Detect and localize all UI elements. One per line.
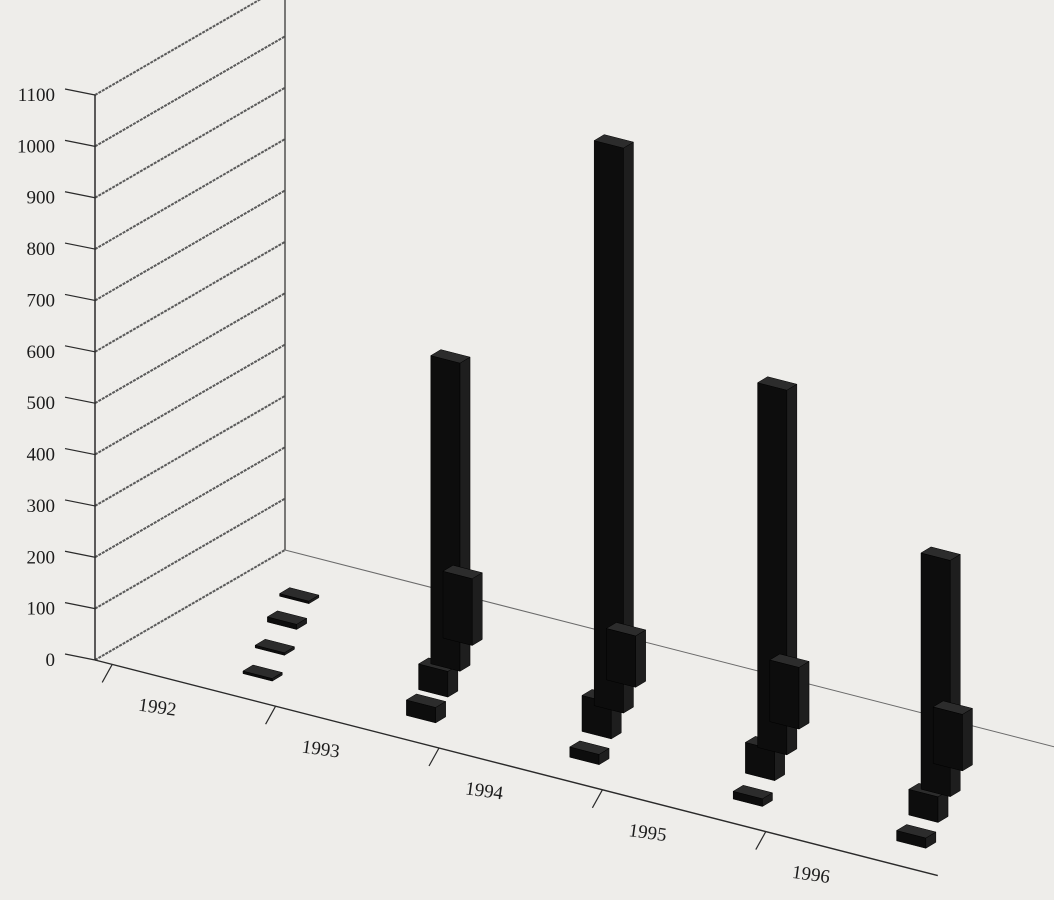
y-tick-mark: [64, 293, 96, 302]
bar-side: [962, 707, 973, 772]
bar: [442, 570, 473, 646]
back-wall: [94, 0, 286, 661]
x-tick-mark: [591, 789, 603, 809]
bar-top: [920, 546, 961, 561]
bar-side: [635, 629, 646, 688]
bar-top: [569, 740, 610, 755]
y-tick-mark: [64, 499, 96, 507]
y-tick-label: 500: [27, 393, 56, 414]
category-label: 1993: [300, 737, 341, 763]
y-tick-mark: [64, 550, 96, 558]
y-tick-label: 900: [27, 188, 56, 209]
y-tick-mark: [64, 653, 96, 661]
x-tick-mark: [428, 747, 440, 767]
wall-gridline: [94, 292, 286, 405]
bar-side: [798, 661, 810, 730]
y-tick-labels: 0 100 200 300 400 500 600 700 800 900 1000 1100: [17, 85, 55, 671]
x-axis-line: [94, 659, 938, 877]
bar-top: [895, 824, 937, 839]
y-tick-label: 100: [27, 599, 56, 620]
bar-top: [242, 664, 283, 679]
wall-gridline: [94, 343, 286, 456]
bar-top: [769, 653, 810, 668]
bar: [606, 628, 636, 688]
bar-top: [430, 349, 471, 364]
bar-top: [278, 587, 320, 602]
wall-gridline: [94, 240, 286, 353]
wall-gridline: [94, 35, 286, 148]
bar-top: [266, 610, 308, 625]
wall-gridline: [94, 189, 286, 302]
category-label: 1994: [464, 778, 505, 804]
axis-lines: [64, 88, 1054, 877]
wall-gridline: [94, 549, 286, 661]
category-labels: 1992 1993 1994 1995 1996: [137, 695, 831, 888]
y-tick-mark: [64, 242, 96, 250]
y-tick-label: 300: [27, 496, 56, 517]
y-tick-label: 600: [27, 342, 56, 363]
wall-gridline: [94, 446, 286, 559]
bar-top: [593, 134, 635, 149]
y-tick-mark: [64, 139, 96, 147]
wall-gridline: [94, 395, 286, 507]
bar-top: [932, 700, 974, 715]
y-tick-mark: [64, 396, 96, 404]
y-tick-mark: [64, 191, 96, 199]
x-tick-mark: [265, 705, 277, 725]
bar-top: [756, 376, 798, 391]
y-tick-mark: [64, 602, 96, 610]
y-tick-label: 800: [27, 239, 56, 260]
bar: [769, 659, 800, 730]
y-tick-label: 200: [27, 547, 56, 568]
floor-back-edge: [284, 549, 1054, 748]
y-tick-mark: [64, 88, 96, 96]
x-tick-mark: [755, 831, 767, 850]
bar-top: [442, 564, 483, 579]
y-tick-label: 0: [46, 650, 56, 671]
x-tick-mark: [101, 664, 113, 683]
wall-gridline: [94, 86, 286, 199]
wall-gridline: [94, 138, 286, 250]
wall-gridline: [94, 0, 262, 96]
y-tick-label: 700: [27, 290, 56, 311]
bar-side: [471, 572, 483, 646]
bar-top: [254, 638, 296, 653]
y-tick-mark: [64, 345, 96, 353]
bar: [932, 706, 963, 772]
category-label: 1995: [627, 820, 668, 846]
y-tick-label: 1000: [17, 136, 55, 157]
bar-top: [732, 785, 774, 800]
bar-top: [405, 693, 447, 708]
y-tick-label: 1100: [18, 85, 55, 106]
y-tick-label: 400: [27, 445, 56, 466]
y-tick-mark: [64, 447, 96, 456]
bar-top: [605, 622, 647, 637]
category-label: 1996: [791, 862, 832, 888]
category-label: 1992: [137, 695, 178, 721]
wall-gridline: [94, 497, 286, 610]
bars: [242, 134, 974, 849]
